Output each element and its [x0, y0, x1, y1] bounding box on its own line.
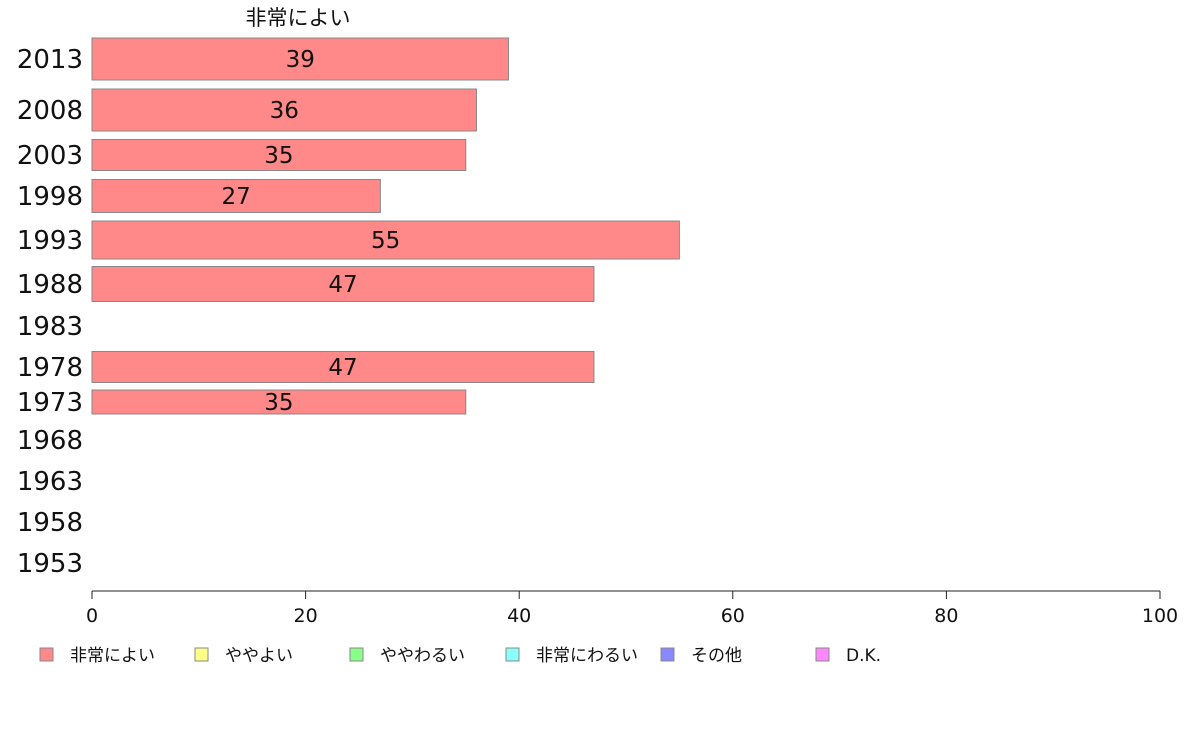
bar-value-label: 27	[222, 184, 251, 210]
year-label: 1963	[17, 467, 83, 497]
year-label: 2003	[17, 141, 83, 171]
legend-swatch	[349, 647, 364, 662]
bar	[91, 220, 680, 260]
x-tick-label: 0	[86, 605, 98, 627]
year-label: 1993	[17, 226, 83, 256]
x-tick-label: 20	[294, 605, 318, 627]
legend-label: ややわるい	[380, 646, 465, 666]
year-label: 2008	[17, 96, 83, 126]
year-label: 1983	[17, 312, 83, 342]
bar-value-label: 39	[286, 47, 315, 73]
legend-label: その他	[691, 646, 742, 666]
bar	[91, 351, 595, 383]
year-label: 1973	[17, 388, 83, 418]
legend-label: 非常によい	[70, 646, 155, 666]
year-label: 1958	[17, 508, 83, 538]
bar	[91, 37, 510, 81]
bar	[91, 179, 381, 213]
column-title: 非常によい	[246, 6, 351, 30]
legend-swatch	[505, 647, 520, 662]
bar	[91, 389, 467, 415]
x-tick-label: 40	[507, 605, 531, 627]
legend-label: 非常にわるい	[536, 646, 638, 666]
year-label: 2013	[17, 45, 83, 75]
legend-label: D.K.	[846, 646, 881, 666]
legend-swatch	[39, 647, 54, 662]
bar	[91, 88, 477, 132]
year-label: 1978	[17, 353, 83, 383]
bar	[91, 266, 595, 302]
bar-value-label: 47	[328, 272, 357, 298]
bar-value-label: 35	[264, 390, 293, 416]
year-label: 1998	[17, 182, 83, 212]
legend-swatch	[660, 647, 675, 662]
x-tick-label: 60	[721, 605, 745, 627]
year-label: 1968	[17, 426, 83, 456]
x-tick-label: 80	[934, 605, 958, 627]
bar-value-label: 35	[264, 143, 293, 169]
year-label: 1988	[17, 270, 83, 300]
bar-value-label: 36	[270, 98, 299, 124]
legend-swatch	[815, 647, 830, 662]
x-tick-label: 100	[1142, 605, 1178, 627]
legend-swatch	[194, 647, 209, 662]
legend-label: ややよい	[225, 646, 293, 666]
bar	[91, 139, 467, 171]
year-label: 1953	[17, 549, 83, 579]
bar-value-label: 55	[371, 228, 400, 254]
bar-value-label: 47	[328, 355, 357, 381]
